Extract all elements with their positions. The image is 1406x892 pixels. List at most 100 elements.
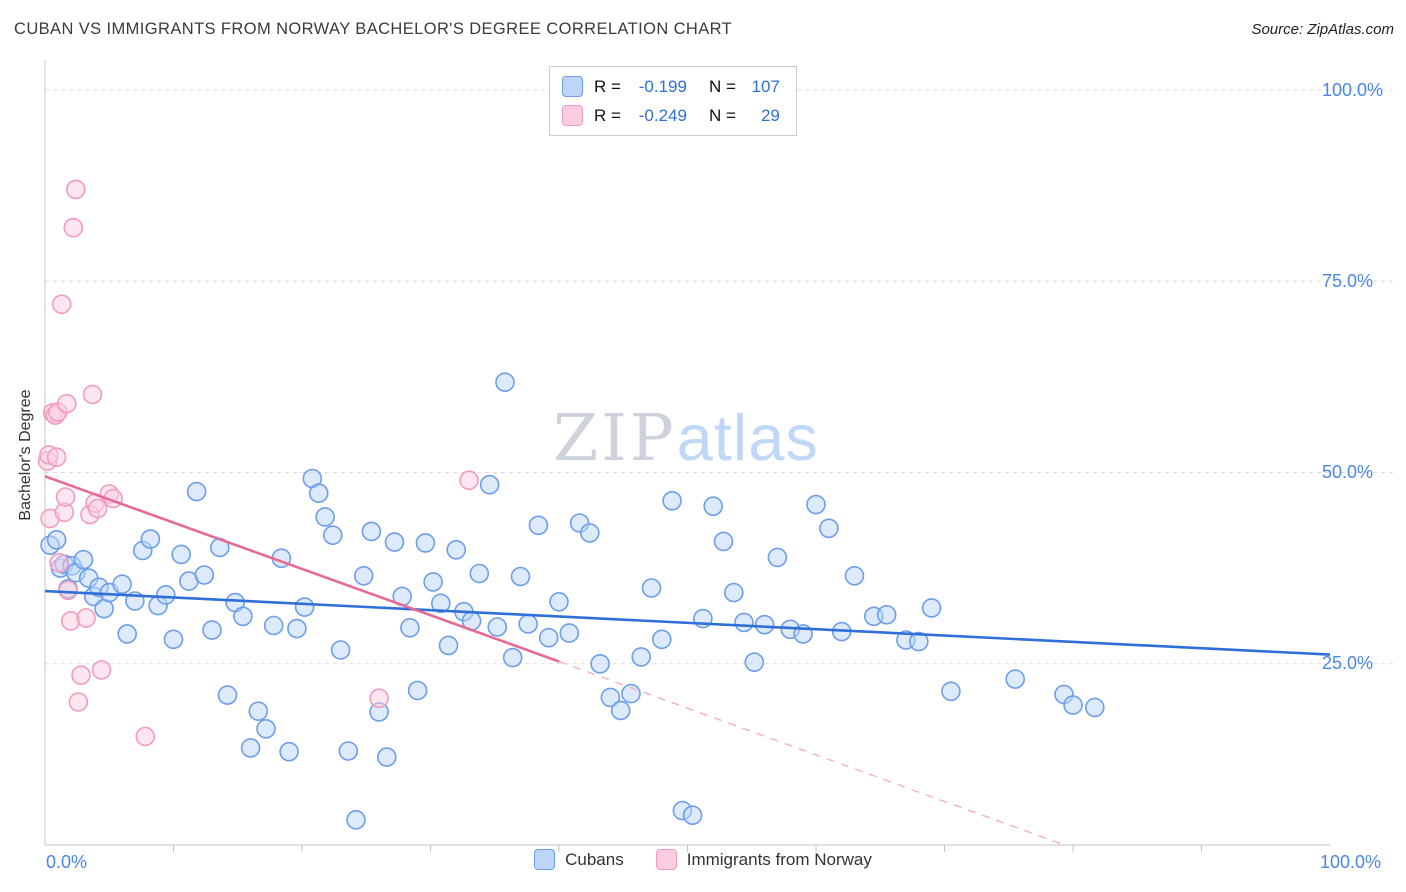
scatter-point-cubans [682,805,703,826]
scatter-point-cubans [819,518,839,539]
scatter-point-cubans [240,738,261,758]
scatter-point-cubans [1085,697,1105,718]
scatter-point-norway [71,665,91,686]
scatter-point-norway [76,608,96,628]
scatter-point-cubans [117,624,137,644]
scatter-point-cubans [908,631,929,652]
scatter-point-cubans [322,525,343,546]
x-axis-max-label: 100.0% [1320,852,1382,872]
y-tick-100: 100.0% [1322,80,1384,100]
cubans-legend-swatch [534,849,556,870]
scatter-point-cubans [415,533,436,553]
scatter-point-cubans [651,629,672,650]
scatter-point-norway [68,692,89,712]
scatter-point-cubans [163,629,184,650]
scatter-point-cubans [806,494,826,515]
cubans-legend-label: Cubans [565,849,624,869]
scatter-point-cubans [767,547,788,568]
scatter-point-cubans [734,612,754,633]
trend-line-cubans [44,589,1331,656]
scatter-point-cubans [233,606,253,627]
scatter-point-cubans [495,372,515,393]
scatter-point-norway [55,487,76,507]
scatter-point-cubans [713,531,734,552]
scatter-point-cubans [315,507,335,527]
n-label: N = [708,105,736,125]
scatter-point-cubans [171,544,191,565]
scatter-point-cubans [641,578,662,598]
scatter-point-cubans [549,591,569,612]
scatter-point-cubans [446,539,467,560]
scatter-point-cubans [202,620,222,640]
y-tick-25: 25.0% [1322,653,1374,673]
scatter-point-cubans [430,593,451,614]
scatter-point-cubans [256,718,276,739]
scatter-point-cubans [156,585,176,605]
scatter-point-norway [49,552,69,573]
series-legend: Cubans Immigrants from Norway [0,849,1406,870]
legend-item-norway: Immigrants from Norway [655,849,872,870]
scatter-point-norway [91,660,112,680]
scatter-point-cubans [921,598,942,618]
legend-item-cubans: Cubans [534,849,624,870]
scatter-point-cubans [538,627,559,648]
chart-title: CUBAN VS IMMIGRANTS FROM NORWAY BACHELOR… [14,20,733,38]
scatter-point-cubans [703,496,724,517]
scatter-point-cubans [631,647,652,667]
scatter-point-norway [57,393,77,414]
n-label: N = [708,76,736,96]
scatter-point-norway [66,179,86,200]
scatter-point-cubans [510,566,531,587]
scatter-point-cubans [502,647,523,668]
scatter-point-cubans [400,617,420,638]
scatter-point-cubans [407,680,428,701]
scatter-point-cubans [579,523,600,543]
scatter-point-cubans [46,529,67,550]
scatter-point-cubans [346,809,366,830]
scatter-point-cubans [248,701,269,722]
scatter-point-cubans [308,483,329,504]
scatter-point-cubans [338,741,359,761]
scatter-point-cubans [723,582,744,603]
scatter-point-cubans [662,490,682,511]
scatter-point-cubans [330,640,351,660]
scatter-point-cubans [744,652,765,673]
scatter-point-norway [51,294,72,315]
scatter-point-cubans [294,597,315,617]
scatter-point-cubans [479,474,500,495]
scatter-point-cubans [361,521,382,542]
legend-row-cubans: R = -0.199 N = 107 [562,76,780,97]
scatter-point-cubans [287,618,307,639]
y-axis-label: Bachelor's Degree [17,389,34,521]
norway-swatch [562,105,583,126]
y-tick-50: 50.0% [1322,462,1374,482]
scatter-point-norway [82,384,103,405]
y-tick-75: 75.0% [1322,271,1374,291]
r-label: R = [594,105,621,125]
scatter-point-norway [63,217,84,238]
scatter-point-cubans [844,565,865,586]
norway-legend-label: Immigrants from Norway [686,849,872,869]
n-value-norway: 29 [760,105,780,125]
scatter-point-cubans [186,481,207,502]
r-value-cubans: -0.199 [638,76,687,96]
scatter-point-cubans [469,563,490,584]
scatter-point-norway [46,447,67,468]
scatter-point-cubans [353,565,374,586]
scatter-point-norway [459,470,479,491]
scatter-point-cubans [194,565,215,585]
n-value-cubans: 107 [751,76,780,96]
scatter-point-norway [369,688,389,709]
scatter-point-cubans [528,515,549,536]
scatter-point-cubans [263,615,284,636]
scatter-point-cubans [438,635,459,656]
scatter-point-norway [87,498,108,519]
r-label: R = [594,76,621,96]
scatter-point-cubans [518,614,539,634]
scatter-point-cubans [279,741,299,762]
trend-line-norway [44,475,560,663]
scatter-point-cubans [376,747,397,767]
scatter-point-cubans [610,700,631,721]
